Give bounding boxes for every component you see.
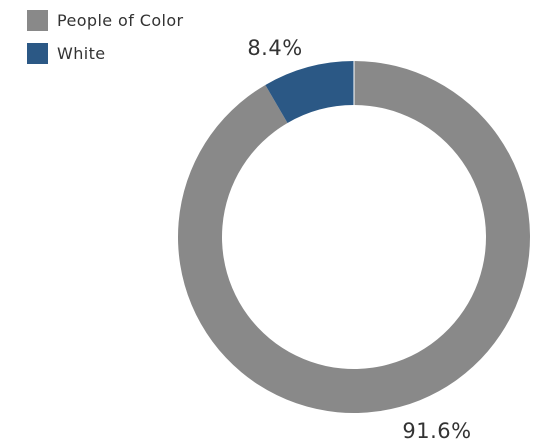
donut-slice-white[interactable] bbox=[265, 61, 354, 123]
data-label-people-of-color: 91.6% bbox=[402, 419, 471, 443]
data-label-white: 8.4% bbox=[247, 36, 302, 60]
legend-label-white: White bbox=[57, 43, 106, 63]
donut-slice-people-of-color[interactable] bbox=[177, 61, 530, 413]
chart-legend: People of Color White bbox=[27, 6, 184, 72]
legend-swatch-people-of-color bbox=[27, 9, 48, 31]
legend-label-people-of-color: People of Color bbox=[57, 10, 184, 30]
legend-item-people-of-color[interactable]: People of Color bbox=[27, 6, 184, 34]
legend-swatch-white bbox=[27, 42, 48, 64]
legend-item-white[interactable]: White bbox=[27, 39, 184, 67]
